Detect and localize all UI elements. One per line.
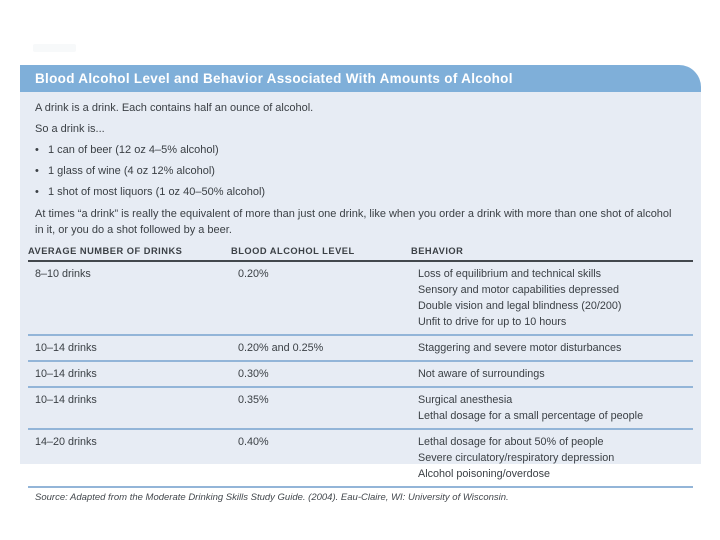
behavior-line: Unfit to drive for up to 10 hours (418, 316, 567, 328)
table-header-row: AVERAGE NUMBER OF DRINKS BLOOD ALCOHOL L… (28, 243, 693, 262)
bac-cell: 0.30% (238, 368, 269, 380)
bullet-icon: • (35, 165, 39, 177)
drinks-cell: 8–10 drinks (35, 268, 91, 280)
table-row: 8–10 drinks 0.20% Loss of equilibrium an… (28, 262, 693, 334)
behavior-line: Not aware of surroundings (418, 368, 545, 380)
behavior-line: Severe circulatory/respiratory depressio… (418, 452, 615, 464)
source-row: Source: Adapted from the Moderate Drinki… (28, 486, 693, 504)
table-row: 10–14 drinks 0.35% Surgical anesthesia L… (28, 386, 693, 428)
behavior-cell: Staggering and severe motor disturbances (411, 340, 693, 356)
table-row: 10–14 drinks 0.20% and 0.25% Staggering … (28, 334, 693, 360)
behavior-line: Lethal dosage for a small percentage of … (418, 410, 644, 422)
bac-table: AVERAGE NUMBER OF DRINKS BLOOD ALCOHOL L… (28, 243, 693, 504)
behavior-line: Loss of equilibrium and technical skills (418, 268, 602, 280)
card-body: A drink is a drink. Each contains half a… (20, 92, 701, 503)
drinks-cell: 10–14 drinks (35, 342, 97, 354)
col-header-behavior: BEHAVIOR (411, 246, 464, 256)
card-title: Blood Alcohol Level and Behavior Associa… (35, 71, 513, 86)
bullet-icon: • (35, 144, 39, 156)
intro-line-2: So a drink is... (35, 123, 105, 135)
bullet-item: • 1 glass of wine (4 oz 12% alcohol) (35, 164, 686, 178)
behavior-line: Sensory and motor capabilities depressed (418, 284, 620, 296)
behavior-cell: Not aware of surroundings (411, 366, 693, 382)
bullet-text: 1 glass of wine (4 oz 12% alcohol) (48, 165, 215, 177)
intro-line-1: A drink is a drink. Each contains half a… (35, 102, 314, 114)
intro-note: At times “a drink” is really the equival… (35, 208, 672, 236)
table-row: 10–14 drinks 0.30% Not aware of surround… (28, 360, 693, 386)
behavior-cell: Loss of equilibrium and technical skills… (411, 266, 693, 330)
bac-cell: 0.20% and 0.25% (238, 342, 324, 354)
bac-cell: 0.35% (238, 394, 269, 406)
behavior-line: Staggering and severe motor disturbances (418, 342, 622, 354)
behavior-cell: Lethal dosage for about 50% of people Se… (411, 434, 693, 482)
faint-watermark (33, 44, 76, 52)
bullet-item: • 1 shot of most liquors (1 oz 40–50% al… (35, 185, 686, 199)
behavior-line: Alcohol poisoning/overdose (418, 468, 551, 480)
behavior-line: Lethal dosage for about 50% of people (418, 436, 604, 448)
behavior-line: Surgical anesthesia (418, 394, 513, 406)
drinks-cell: 10–14 drinks (35, 394, 97, 406)
bullet-text: 1 can of beer (12 oz 4–5% alcohol) (48, 144, 219, 156)
bac-table-card: Blood Alcohol Level and Behavior Associa… (20, 65, 701, 503)
drinks-cell: 14–20 drinks (35, 436, 97, 448)
col-header-bac: BLOOD ALCOHOL LEVEL (231, 246, 355, 256)
col-header-drinks: AVERAGE NUMBER OF DRINKS (28, 246, 183, 256)
bac-cell: 0.40% (238, 436, 269, 448)
bullet-text: 1 shot of most liquors (1 oz 40–50% alco… (48, 186, 266, 198)
behavior-cell: Surgical anesthesia Lethal dosage for a … (411, 392, 693, 424)
bullet-icon: • (35, 186, 39, 198)
table-row: 14–20 drinks 0.40% Lethal dosage for abo… (28, 428, 693, 486)
source-text: Source: Adapted from the Moderate Drinki… (35, 492, 509, 503)
behavior-line: Double vision and legal blindness (20/20… (418, 300, 622, 312)
bullet-item: • 1 can of beer (12 oz 4–5% alcohol) (35, 143, 686, 157)
bac-cell: 0.20% (238, 268, 269, 280)
drinks-cell: 10–14 drinks (35, 368, 97, 380)
card-header: Blood Alcohol Level and Behavior Associa… (20, 65, 701, 92)
